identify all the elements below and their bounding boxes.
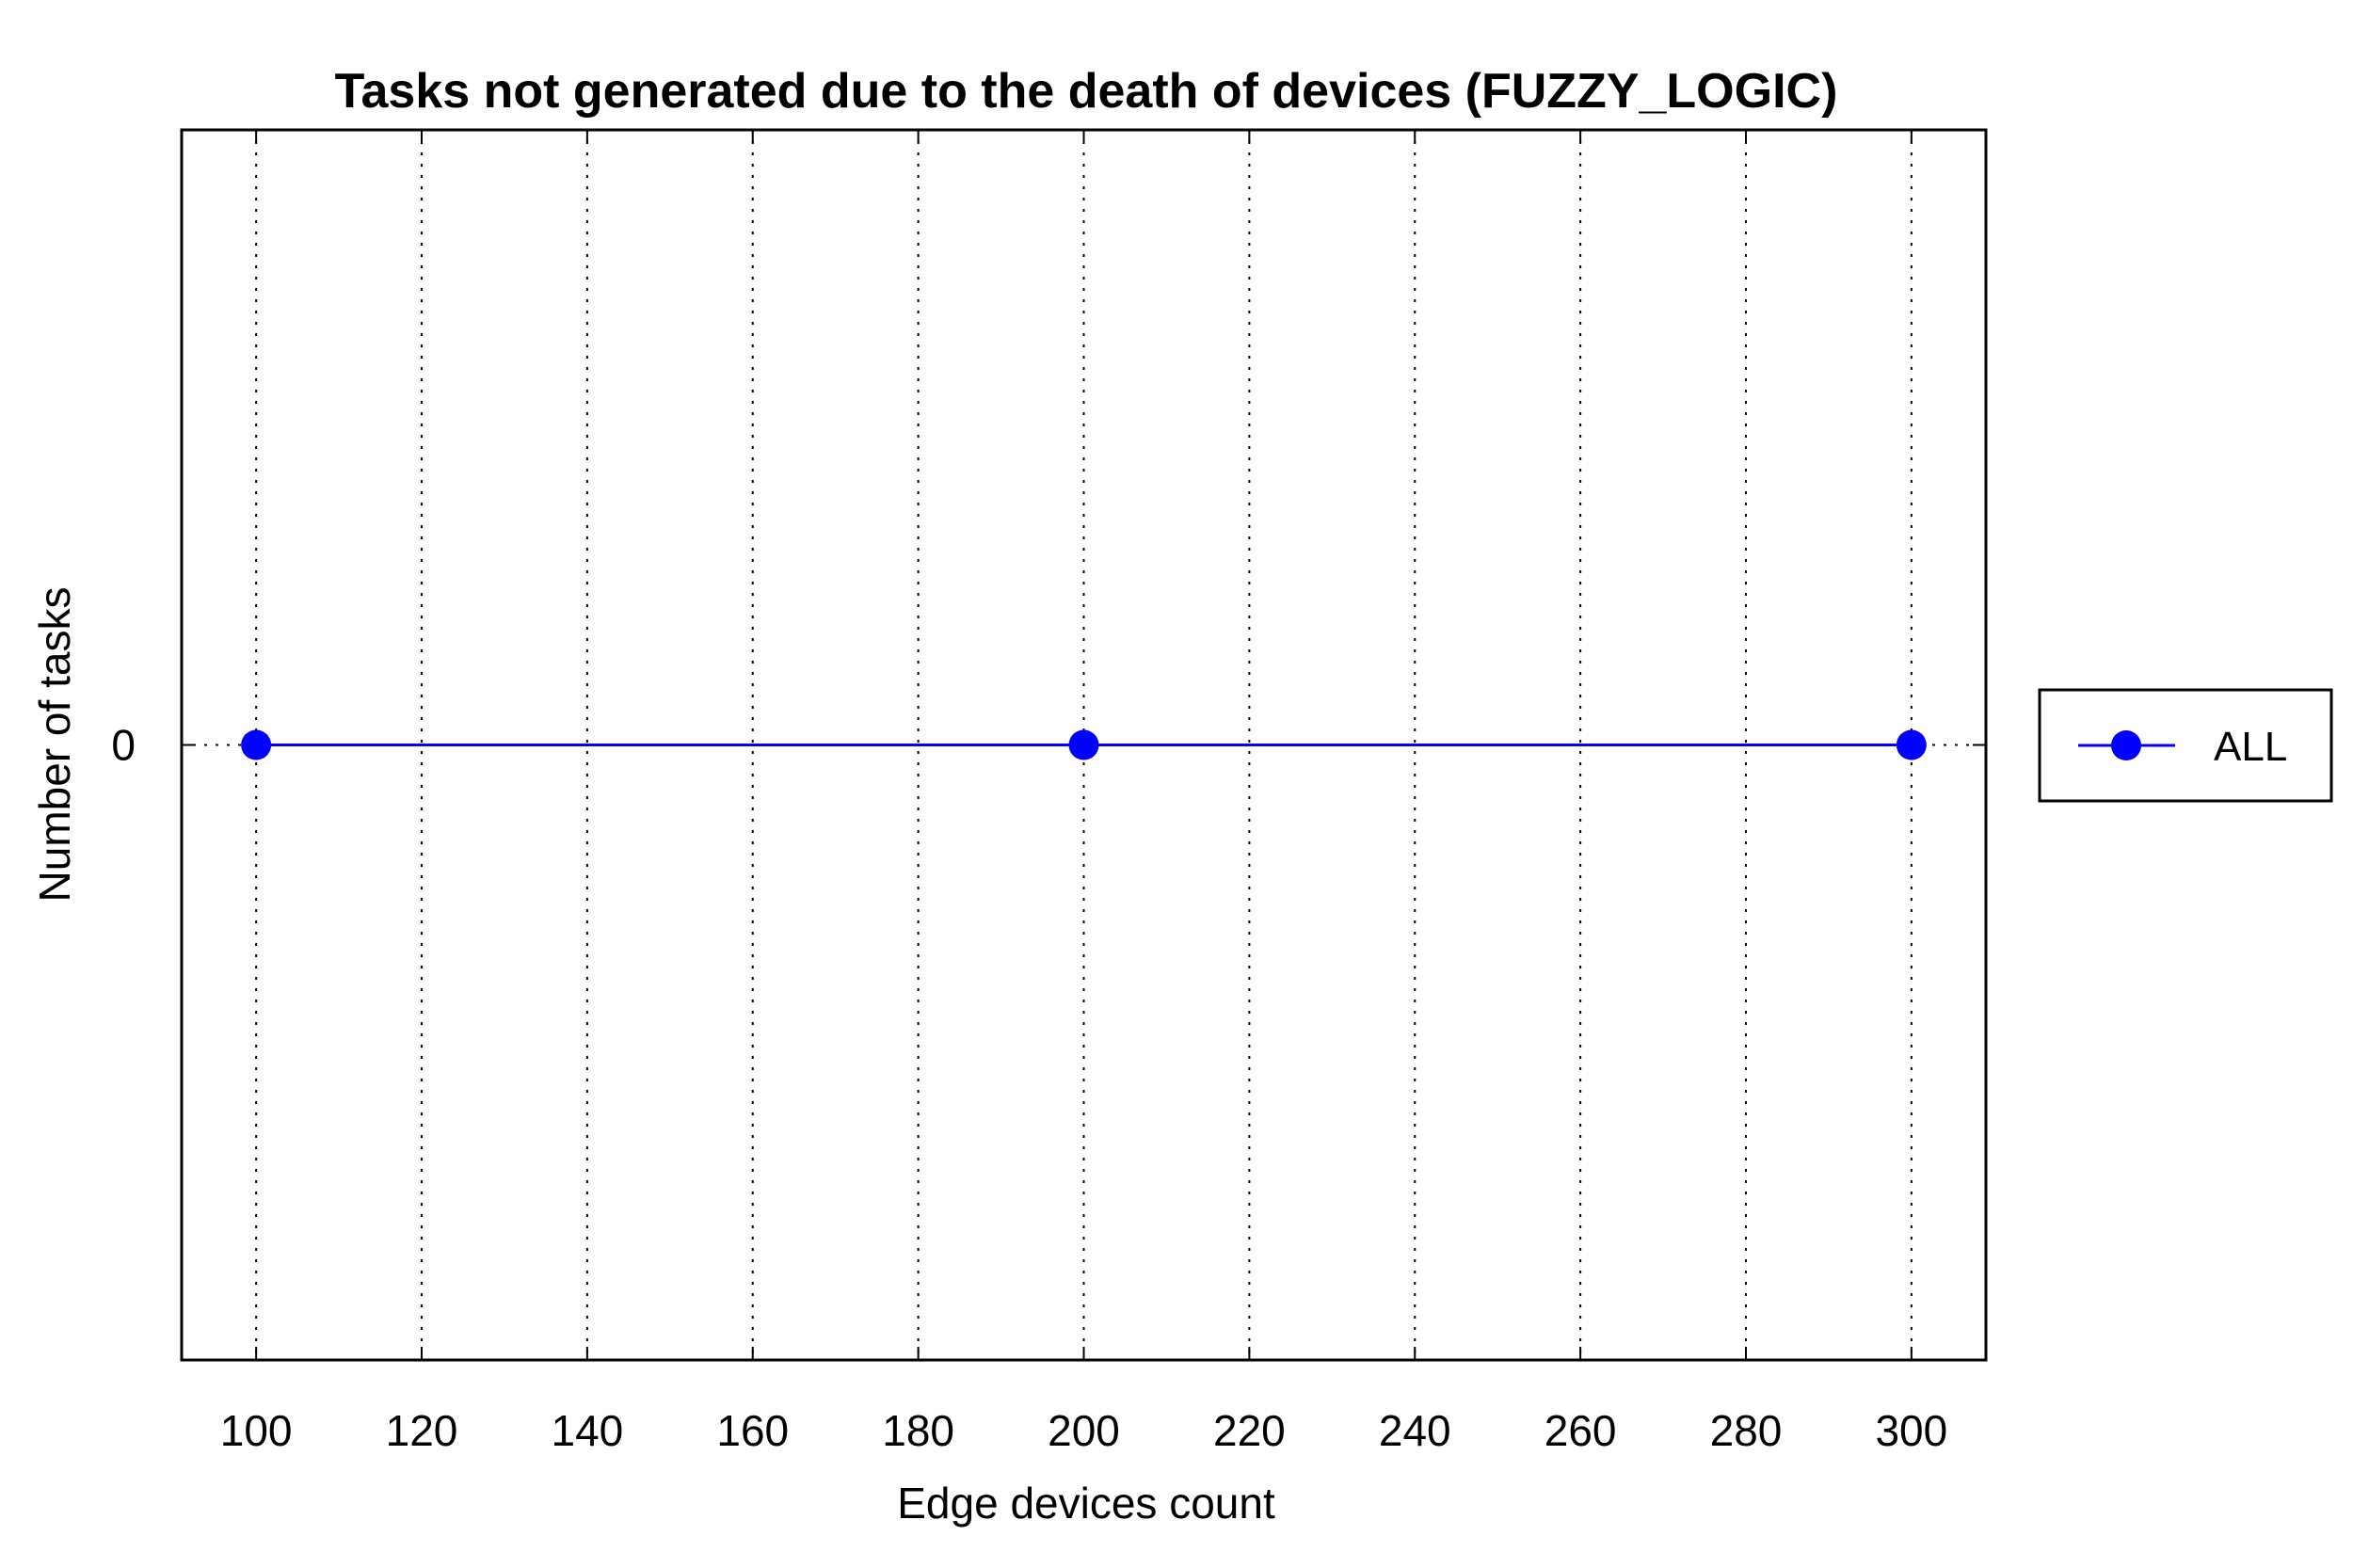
x-tick-label: 140 [552, 1406, 624, 1455]
x-axis-label: Edge devices count [897, 1479, 1275, 1528]
legend: ALL [2038, 688, 2333, 803]
x-tick-label: 160 [716, 1406, 789, 1455]
x-tick-label: 100 [220, 1406, 293, 1455]
legend-marker-all [2111, 730, 2141, 760]
data-point [1896, 729, 1927, 760]
x-tick-label: 120 [386, 1406, 458, 1455]
y-tick-label: 0 [111, 721, 136, 770]
x-tick-label: 300 [1875, 1406, 1947, 1455]
x-tick-label: 200 [1048, 1406, 1120, 1455]
chart-title: Tasks not generated due to the death of … [335, 64, 1838, 119]
x-tick-label: 220 [1213, 1406, 1286, 1455]
legend-label-all: ALL [2214, 724, 2287, 770]
y-axis-label: Number of tasks [30, 587, 79, 903]
x-tick-labels: 100 120 140 160 180 200 220 240 260 280 300 [220, 1406, 1947, 1455]
x-tick-label: 240 [1379, 1406, 1451, 1455]
axis-ticks [182, 130, 1986, 1360]
data-point [241, 729, 272, 760]
x-tick-label: 280 [1710, 1406, 1783, 1455]
x-tick-label: 180 [882, 1406, 954, 1455]
x-tick-label: 260 [1545, 1406, 1617, 1455]
series-group [241, 729, 1927, 760]
y-tick-labels: 0 [111, 721, 136, 770]
data-point [1068, 729, 1099, 760]
